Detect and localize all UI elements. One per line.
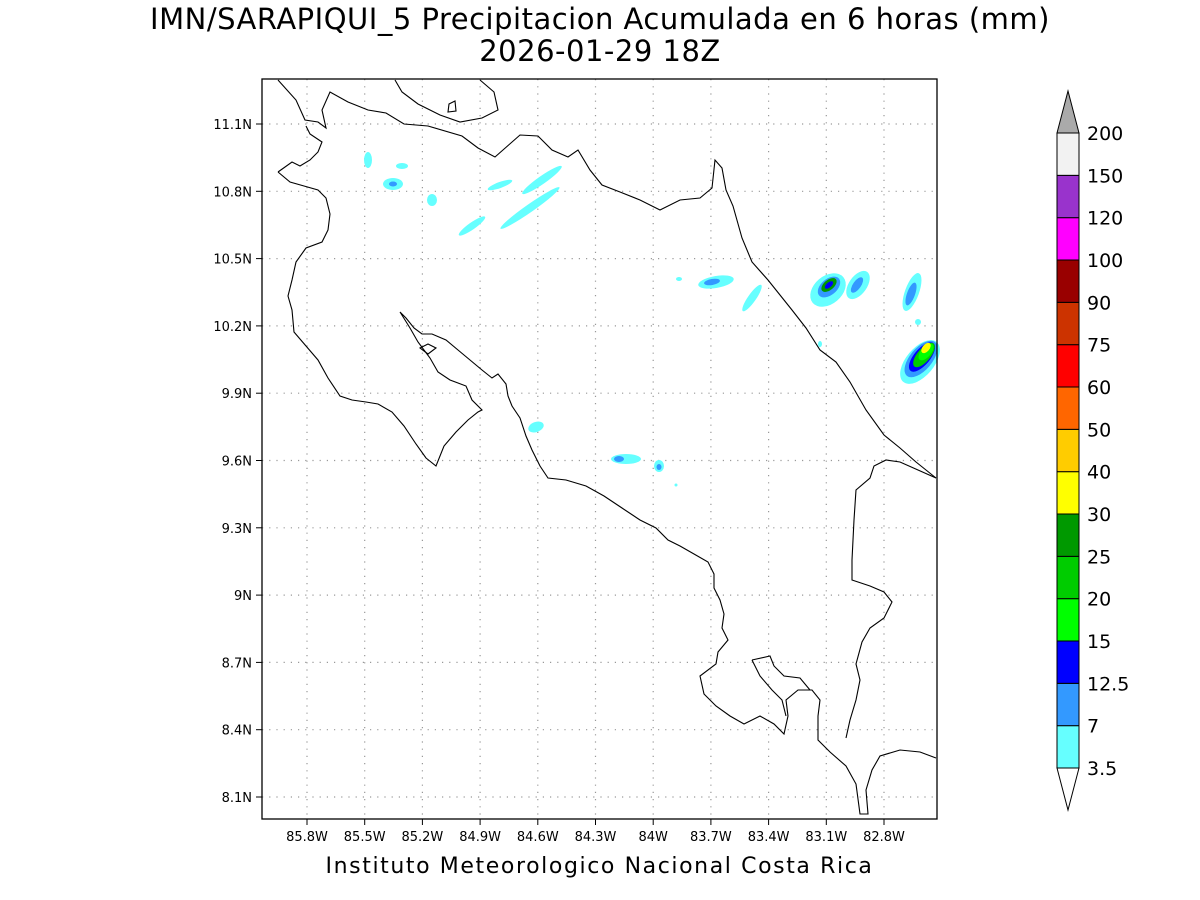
colorbar-label: 200 [1087,123,1123,145]
colorbar-over-triangle [1056,89,1080,134]
colorbar-label: 90 [1087,292,1111,314]
colorbar-swatch [1056,259,1080,303]
lon-tick-label: 85.5W [344,830,386,845]
colorbar-swatch [1056,174,1080,219]
colorbar-swatch [1056,132,1080,176]
colorbar-legend: 3.5 7 12.5 15 20 25 30 40 50 60 75 90 100 120 150 200 [1056,89,1129,812]
colorbar-swatch [1056,640,1080,684]
colorbar-swatch [1056,386,1080,430]
lon-tick-label: 84.6W [517,830,559,845]
colorbar-label: 75 [1087,335,1111,357]
colorbar-swatch [1056,471,1080,515]
lat-lon-grid [262,79,937,819]
colorbar-label: 120 [1087,208,1123,230]
map-datetime: 2026-01-29 18Z [479,34,721,68]
colorbar-swatch [1056,301,1080,346]
colorbar-label: 20 [1087,589,1111,611]
colorbar-label: 12.5 [1087,673,1129,695]
lat-tick-label: 9.3N [222,522,252,537]
colorbar-label: 30 [1087,504,1111,526]
colorbar-label: 3.5 [1087,758,1117,780]
lat-tick-label: 10.8N [213,185,252,200]
lon-tick-label: 84.3W [575,830,617,845]
lat-tick-label: 11.1N [213,118,252,133]
colorbar-swatch [1056,217,1080,261]
lat-tick-label: 9N [234,589,252,604]
colorbar-swatch [1056,513,1080,557]
longitude-tick-labels: 85.8W 85.5W 85.2W 84.9W 84.6W 84.3W 84W 83.7W 83… [286,819,905,845]
footer-credit: Instituto Meteorologico Nacional Costa R… [325,854,874,879]
lon-tick-label: 83.4W [748,830,790,845]
map-title: IMN/SARAPIQUI_5 Precipitacion Acumulada … [150,2,1050,36]
lat-tick-label: 8.7N [222,656,252,671]
coastlines [277,79,937,815]
precipitation-contours [364,152,940,487]
colorbar-label: 100 [1087,250,1123,272]
colorbar-swatch [1056,344,1080,388]
colorbar-swatch [1056,555,1080,600]
lat-tick-label: 9.9N [222,387,252,402]
colorbar-label: 50 [1087,419,1111,441]
colorbar-swatch [1056,725,1080,769]
latitude-tick-labels: 11.1N 10.8N 10.5N 10.2N 9.9N 9.6N 9.3N 9N 8.7N 8.… [213,118,262,806]
lat-tick-label: 10.2N [213,320,252,335]
colorbar-label: 60 [1087,377,1111,399]
lat-tick-label: 8.1N [222,791,252,806]
colorbar-label: 15 [1087,631,1111,653]
lon-tick-label: 84.9W [459,830,501,845]
colorbar-label: 150 [1087,165,1123,187]
colorbar-label: 40 [1087,462,1111,484]
lon-tick-label: 84W [638,830,668,845]
colorbar-label: 25 [1087,546,1111,568]
colorbar-swatch [1056,598,1080,642]
lon-tick-label: 83.1W [805,830,847,845]
lat-tick-label: 9.6N [222,455,252,470]
lon-tick-label: 85.2W [401,830,443,845]
lat-tick-label: 10.5N [213,253,252,268]
lon-tick-label: 85.8W [286,830,328,845]
lon-tick-label: 83.7W [690,830,732,845]
colorbar-swatch [1056,428,1080,473]
lon-tick-label: 82.8W [863,830,905,845]
map-frame [261,78,938,820]
colorbar-label: 7 [1087,716,1099,738]
colorbar-swatch [1056,682,1080,727]
lat-tick-label: 8.4N [222,724,252,739]
colorbar-under-triangle [1056,767,1080,812]
